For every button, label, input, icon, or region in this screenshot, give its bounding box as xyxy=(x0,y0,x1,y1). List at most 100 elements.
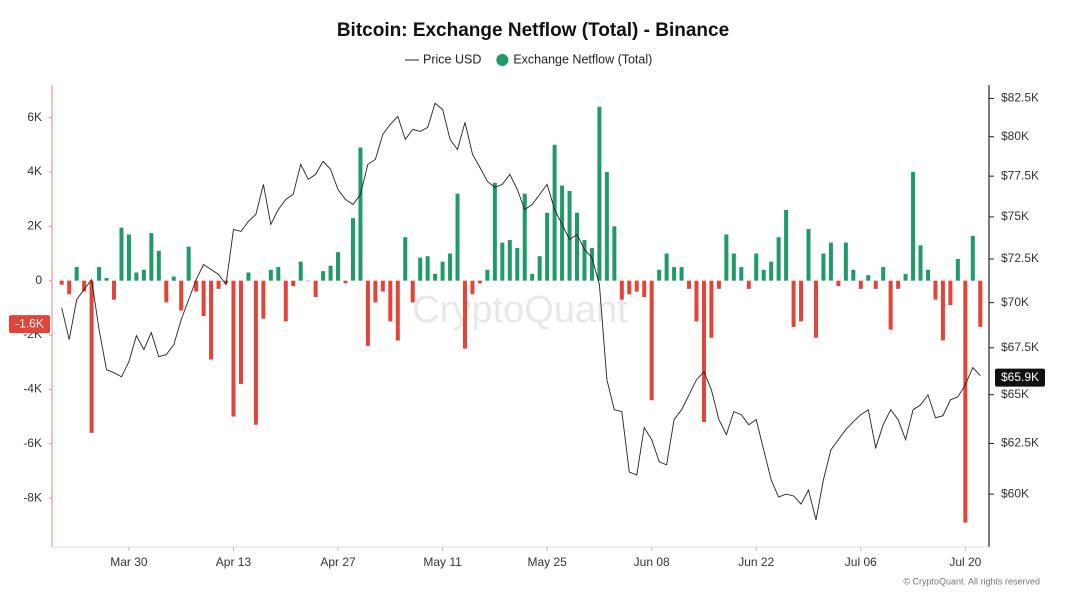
bar xyxy=(567,190,572,281)
bar xyxy=(955,258,960,281)
y-tick-label: -6K xyxy=(23,436,42,450)
bar xyxy=(410,280,415,303)
y2-tick-label: $75K xyxy=(1001,209,1029,223)
bar xyxy=(298,261,303,281)
bar xyxy=(515,248,520,281)
bar xyxy=(888,280,893,330)
bar xyxy=(246,272,251,281)
bar xyxy=(59,280,64,285)
bar xyxy=(112,280,117,300)
x-tick-label: Jul 20 xyxy=(949,555,981,569)
bar xyxy=(970,235,975,281)
bar xyxy=(716,280,721,289)
price-flag xyxy=(995,368,1045,387)
bar xyxy=(679,267,684,281)
x-tick-label: Jun 22 xyxy=(738,555,774,569)
bar xyxy=(642,280,647,297)
y2-tick-label: $72.5K xyxy=(1001,251,1039,265)
bar xyxy=(485,269,490,281)
bar xyxy=(403,237,408,281)
bar xyxy=(209,280,214,360)
bar xyxy=(911,171,916,281)
bar xyxy=(194,280,199,292)
netflow-flag-label: -1.6K xyxy=(15,316,44,330)
bar xyxy=(709,280,714,338)
x-tick-label: May 25 xyxy=(527,555,567,569)
bar xyxy=(313,280,318,297)
bar xyxy=(328,265,333,281)
bar xyxy=(836,280,841,287)
bar xyxy=(186,246,191,281)
copyright: © CryptoQuant. All rights reserved xyxy=(903,576,1040,586)
bar xyxy=(649,280,654,401)
bar xyxy=(418,257,423,281)
bar xyxy=(455,193,460,281)
bar xyxy=(164,280,169,303)
bar xyxy=(365,280,370,346)
y-tick-label: 4K xyxy=(27,164,42,178)
y2-tick-label: $62.5K xyxy=(1001,436,1039,450)
bar xyxy=(634,280,639,292)
x-tick-label: May 11 xyxy=(423,555,462,569)
bar xyxy=(321,271,326,281)
bar xyxy=(739,267,744,281)
bar xyxy=(746,280,751,289)
y-tick-label: -4K xyxy=(23,382,42,396)
bar xyxy=(462,280,467,349)
bar xyxy=(268,269,273,281)
bar xyxy=(306,280,311,282)
bar xyxy=(82,280,87,292)
bar xyxy=(694,280,699,322)
y2-tick-label: $67.5K xyxy=(1001,340,1039,354)
bar xyxy=(97,267,102,281)
bar xyxy=(507,239,512,281)
bar xyxy=(156,250,161,281)
x-tick-label: Mar 30 xyxy=(110,555,148,569)
bar xyxy=(89,280,94,433)
bar xyxy=(253,280,258,425)
bar xyxy=(866,275,871,281)
bar xyxy=(799,280,804,322)
bar xyxy=(126,234,131,281)
bar xyxy=(276,267,281,281)
bar xyxy=(358,147,363,281)
y-tick-label: 6K xyxy=(27,110,42,124)
bar xyxy=(612,226,617,281)
bar xyxy=(664,253,669,281)
bar xyxy=(470,280,475,295)
bar xyxy=(171,276,176,281)
netflow-flag xyxy=(9,315,50,334)
bar xyxy=(425,256,430,281)
y2-tick-label: $65K xyxy=(1001,387,1029,401)
bar xyxy=(589,248,594,281)
bar xyxy=(724,234,729,281)
bar xyxy=(104,277,109,281)
bar xyxy=(896,280,901,289)
bar xyxy=(216,280,221,289)
bar xyxy=(201,280,206,316)
bar xyxy=(701,280,706,422)
bar xyxy=(776,237,781,281)
legend-label: Exchange Netflow (Total) xyxy=(513,52,652,66)
bar xyxy=(754,253,759,281)
bar xyxy=(903,273,908,281)
bar xyxy=(231,280,236,417)
bar xyxy=(522,193,527,281)
bar xyxy=(433,273,438,281)
bar xyxy=(477,280,482,284)
bar xyxy=(843,242,848,281)
bar xyxy=(858,280,863,289)
bar xyxy=(67,280,72,295)
bar xyxy=(940,280,945,341)
x-tick-label: Jul 06 xyxy=(845,555,877,569)
bar xyxy=(791,280,796,327)
y2-tick-label: $60K xyxy=(1001,486,1029,500)
bar xyxy=(828,242,833,281)
bar xyxy=(575,212,580,281)
legend-dot xyxy=(496,54,509,66)
bar xyxy=(657,269,662,281)
price-line xyxy=(61,102,981,521)
x-tick-label: Apr 13 xyxy=(216,555,252,569)
bar xyxy=(619,280,624,300)
bar xyxy=(134,272,139,281)
